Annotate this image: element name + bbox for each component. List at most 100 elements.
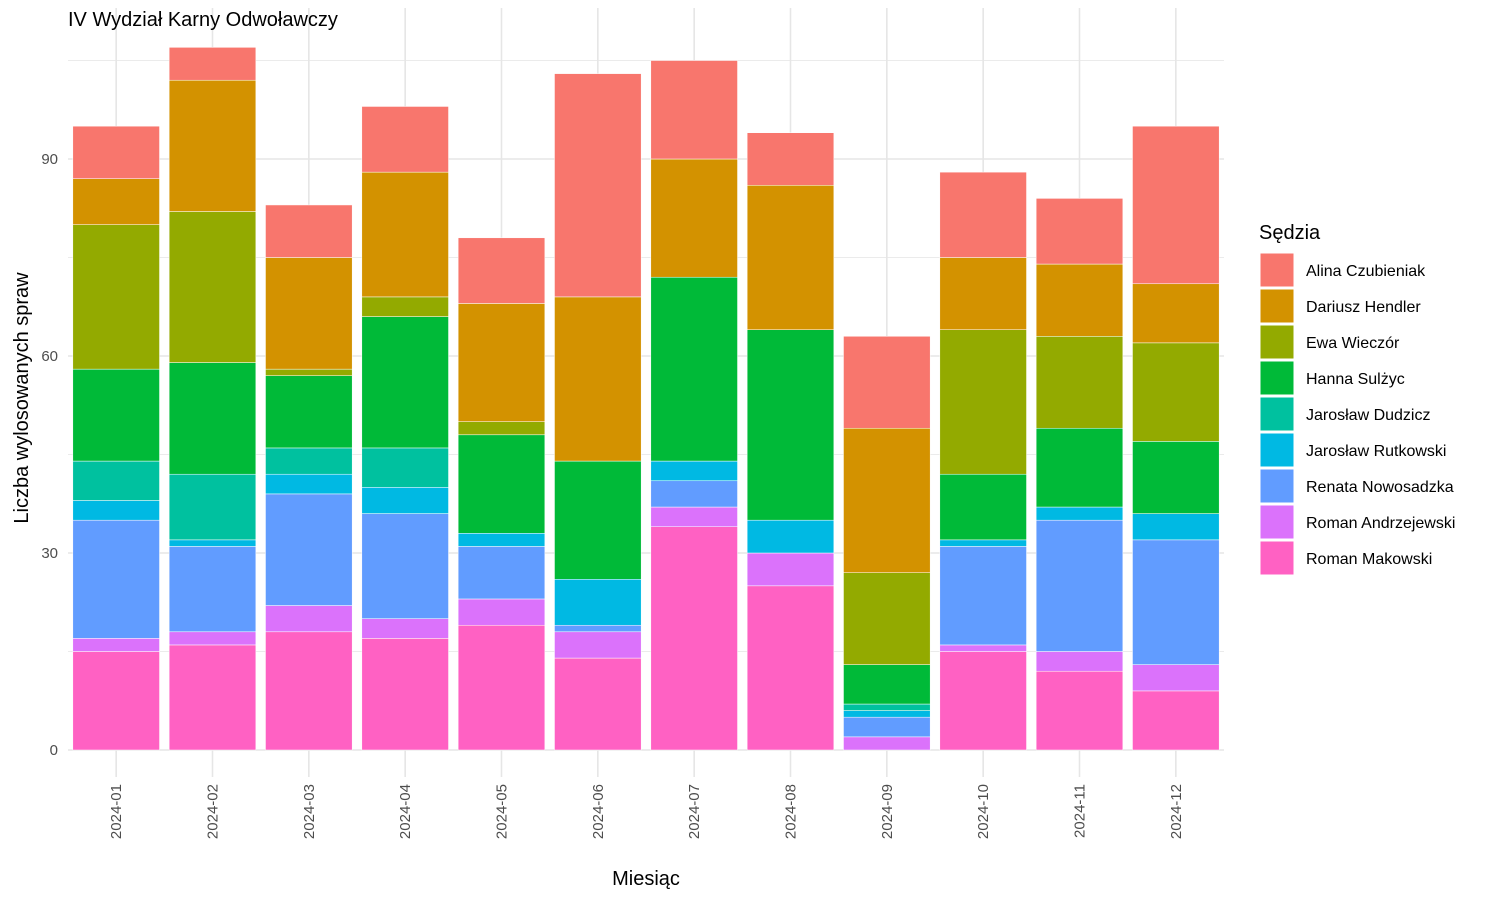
legend-label-alina-czubieniak: Alina Czubieniak (1306, 263, 1426, 280)
x-axis-ticks: 2024-01 2024-02 2024-03 2024-04 2024-05 2024-… (108, 784, 1185, 839)
bars (72, 47, 1220, 751)
bar-2024-06-alina-czubieniak (554, 73, 642, 298)
bar-2024-12-hanna-sulzyc (1132, 441, 1220, 514)
x-tick-label-2024-07: 2024-07 (686, 784, 703, 839)
bar-2024-01-roman-andrzejewski (72, 638, 160, 652)
bar-2024-06-roman-andrzejewski (554, 631, 642, 659)
legend-key-jaroslaw-rutkowski (1259, 432, 1295, 468)
y-axis-title: Liczba wylosowanych spraw (11, 272, 33, 524)
legend-key-renata-nowosadzka (1259, 468, 1295, 504)
bar-2024-09-jaroslaw-rutkowski (843, 710, 931, 718)
bar-2024-02-dariusz-hendler (168, 79, 257, 212)
bar-2024-06-jaroslaw-rutkowski (554, 579, 642, 626)
bar-2024-03-dariusz-hendler (265, 257, 353, 370)
x-tick-label-2024-11: 2024-11 (1072, 784, 1089, 838)
y-tick-label: 0 (50, 742, 58, 759)
bar-2024-07-dariusz-hendler (650, 158, 738, 278)
x-tick-label-2024-06: 2024-06 (590, 784, 607, 839)
legend-key-alina-czubieniak (1259, 252, 1295, 288)
bar-2024-04-hanna-sulzyc (361, 316, 449, 449)
legend-key-hanna-sulzyc (1259, 360, 1295, 396)
y-tick-label: 60 (41, 348, 58, 365)
bar-2024-07-jaroslaw-rutkowski (650, 460, 738, 482)
legend-key-jaroslaw-dudzicz (1259, 396, 1295, 432)
bar-2024-11-renata-nowosadzka (1035, 519, 1124, 652)
bar-2024-09-alina-czubieniak (843, 336, 931, 429)
bar-2024-11-ewa-wieczor (1035, 336, 1124, 429)
bar-2024-09-renata-nowosadzka (843, 716, 931, 738)
legend-key-dariusz-hendler (1259, 288, 1295, 324)
bar-2024-11-jaroslaw-rutkowski (1035, 506, 1124, 521)
x-tick-label-2024-02: 2024-02 (205, 784, 222, 839)
bar-2024-09-dariusz-hendler (843, 427, 931, 573)
bar-2024-02-roman-makowski (168, 644, 257, 751)
legend-label-roman-andrzejewski: Roman Andrzejewski (1306, 515, 1455, 532)
bar-2024-03-renata-nowosadzka (265, 493, 353, 606)
bar-2024-03-ewa-wieczor (265, 368, 353, 376)
bar-2024-10-hanna-sulzyc (939, 473, 1027, 541)
bar-2024-07-hanna-sulzyc (650, 276, 738, 462)
bar-2024-07-roman-makowski (650, 526, 738, 751)
legend-key-roman-andrzejewski (1259, 504, 1295, 540)
legend-label-jaroslaw-dudzicz: Jarosław Dudzicz (1306, 407, 1430, 424)
bar-2024-04-alina-czubieniak (361, 106, 449, 173)
x-axis-title: Miesiąc (612, 868, 680, 890)
bar-2024-05-dariusz-hendler (457, 303, 546, 422)
bar-2024-01-hanna-sulzyc (72, 368, 160, 462)
x-tick-label-2024-01: 2024-01 (108, 784, 125, 839)
bar-2024-02-jaroslaw-dudzicz (168, 473, 257, 541)
bar-2024-04-dariusz-hendler (361, 171, 449, 298)
bar-2024-05-hanna-sulzyc (457, 434, 546, 534)
bar-2024-11-roman-makowski (1035, 670, 1124, 751)
bar-2024-10-jaroslaw-rutkowski (939, 539, 1027, 547)
bar-2024-03-jaroslaw-dudzicz (265, 447, 353, 475)
bar-2024-11-hanna-sulzyc (1035, 427, 1124, 508)
legend-label-dariusz-hendler: Dariusz Hendler (1306, 299, 1421, 316)
bar-2024-12-jaroslaw-rutkowski (1132, 513, 1220, 541)
bar-2024-08-dariusz-hendler (746, 185, 835, 330)
y-tick-label: 30 (41, 545, 58, 562)
bar-2024-04-jaroslaw-dudzicz (361, 447, 449, 488)
bar-2024-06-dariusz-hendler (554, 296, 642, 462)
bar-2024-02-jaroslaw-rutkowski (168, 539, 257, 547)
bar-2024-08-roman-andrzejewski (746, 552, 835, 587)
x-tick-label-2024-08: 2024-08 (783, 784, 800, 839)
bar-2024-07-renata-nowosadzka (650, 480, 738, 508)
bar-2024-05-roman-andrzejewski (457, 598, 546, 626)
bar-2024-05-renata-nowosadzka (457, 546, 546, 600)
bar-2024-08-alina-czubieniak (746, 132, 835, 186)
bar-2024-01-roman-makowski (72, 651, 160, 751)
bar-2024-04-jaroslaw-rutkowski (361, 487, 449, 514)
bar-2024-01-jaroslaw-dudzicz (72, 460, 160, 501)
bar-2024-01-jaroslaw-rutkowski (72, 500, 160, 521)
bar-2024-09-ewa-wieczor (843, 572, 931, 665)
legend-label-hanna-sulzyc: Hanna Sulżyc (1306, 371, 1405, 388)
x-tick-label-2024-03: 2024-03 (301, 784, 318, 839)
bar-2024-02-alina-czubieniak (168, 47, 257, 81)
legend-title: Sędzia (1259, 222, 1321, 244)
bar-2024-10-alina-czubieniak (939, 171, 1027, 258)
bar-2024-01-dariusz-hendler (72, 178, 160, 225)
bar-2024-06-renata-nowosadzka (554, 624, 642, 633)
x-tick-label-2024-10: 2024-10 (975, 784, 992, 839)
bar-2024-02-hanna-sulzyc (168, 362, 257, 475)
bar-2024-07-roman-andrzejewski (650, 506, 738, 527)
y-tick-label: 90 (41, 151, 58, 168)
bar-2024-09-hanna-sulzyc (843, 664, 931, 705)
bar-2024-02-ewa-wieczor (168, 211, 257, 363)
bar-2024-08-roman-makowski (746, 585, 835, 751)
bar-2024-09-jaroslaw-dudzicz (843, 703, 931, 711)
bar-2024-10-roman-andrzejewski (939, 644, 1027, 652)
y-axis-ticks: 0 30 60 90 (41, 151, 58, 759)
bar-2024-08-hanna-sulzyc (746, 329, 835, 521)
bar-2024-04-roman-makowski (361, 638, 449, 751)
chart-title: IV Wydział Karny Odwoławczy (68, 9, 338, 31)
legend-label-ewa-wieczor: Ewa Wieczór (1306, 335, 1400, 352)
x-tick-label-2024-12: 2024-12 (1168, 784, 1185, 839)
bar-2024-04-renata-nowosadzka (361, 513, 449, 619)
bar-2024-12-alina-czubieniak (1132, 125, 1220, 285)
bar-2024-03-roman-makowski (265, 631, 353, 751)
bar-2024-04-roman-andrzejewski (361, 618, 449, 639)
bar-2024-09-roman-andrzejewski (843, 736, 931, 751)
bar-2024-01-alina-czubieniak (72, 125, 160, 179)
